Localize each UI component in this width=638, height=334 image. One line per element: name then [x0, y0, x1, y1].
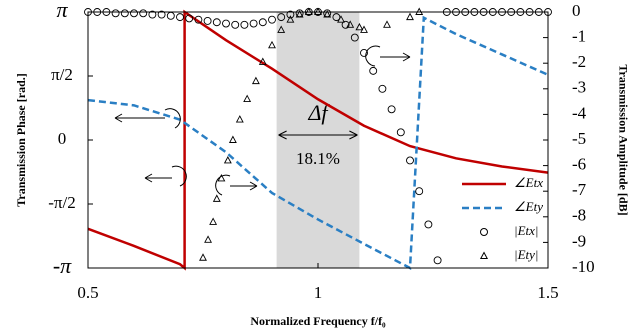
triangle-marker	[228, 135, 237, 143]
series-line	[87, 9, 549, 271]
plot-frame	[87, 11, 549, 269]
circle-marker	[258, 18, 267, 27]
indicator-circle	[171, 165, 187, 187]
triangle-marker	[204, 235, 213, 243]
circle-marker	[396, 128, 405, 137]
y2-tick-label: -5	[572, 129, 586, 148]
triangle-marker	[323, 10, 332, 18]
circle-marker	[157, 10, 166, 19]
circle-marker	[139, 9, 148, 18]
circle-marker	[130, 9, 138, 18]
triangle-marker	[223, 156, 232, 164]
triangle-marker	[258, 57, 267, 65]
circle-marker	[268, 15, 276, 24]
legend-label: ∠Ety	[514, 199, 543, 214]
indicator-arrow-head	[249, 181, 258, 191]
triangle-marker	[383, 20, 391, 28]
circle-marker	[120, 9, 129, 18]
axis-indicators	[114, 45, 411, 196]
indicator-arrow-head	[114, 113, 123, 123]
triangle-marker	[217, 173, 226, 182]
y2-tick-label: -1	[572, 27, 586, 46]
y2-tick-label: -4	[572, 103, 587, 122]
triangle-marker	[406, 12, 414, 21]
circle-marker	[176, 13, 184, 22]
triangle-marker	[337, 15, 345, 23]
circle-marker	[212, 18, 221, 27]
circle-marker	[111, 9, 120, 18]
y-tick-label: 0	[58, 129, 67, 148]
circle-marker	[424, 220, 433, 229]
triangle-marker	[286, 15, 295, 23]
triangle-marker	[199, 253, 207, 261]
y2-tick-label: -9	[572, 231, 586, 250]
x-axis-label: Normalized Frequency f/f₀	[250, 314, 386, 328]
x-tick-label: 0.5	[77, 283, 98, 302]
annotation: 18.1%	[296, 149, 340, 168]
bandwidth-arrow-head	[278, 130, 358, 140]
y2-tick-label: -8	[572, 206, 586, 225]
triangle-marker	[243, 94, 252, 102]
circle-marker	[378, 84, 387, 93]
triangle-marker	[295, 10, 304, 18]
x-tick-label: 1	[314, 283, 323, 302]
circle-marker	[286, 10, 295, 19]
circle-marker	[360, 49, 368, 57]
y-tick-label: -π	[53, 253, 72, 278]
circle-marker	[148, 10, 157, 19]
triangle-marker	[251, 76, 260, 85]
shaded-region	[276, 12, 360, 268]
circle-marker	[369, 66, 378, 75]
y-tick-label: -π/2	[48, 193, 75, 212]
circle-marker	[341, 20, 350, 29]
y2-tick-label: -10	[572, 257, 595, 276]
indicator-circle	[365, 45, 381, 67]
circle-marker	[249, 19, 258, 28]
legend-marker	[480, 228, 488, 236]
circle-marker	[185, 14, 194, 23]
triangle-marker	[360, 25, 368, 33]
series-line	[87, 15, 549, 271]
triangle-marker	[277, 25, 286, 33]
circle-marker	[194, 15, 203, 24]
circle-marker	[406, 156, 414, 165]
x-tick-label: 1.5	[537, 283, 558, 302]
y2-tick-label: -6	[572, 155, 586, 174]
circle-marker	[277, 13, 286, 22]
annotation: Δf	[307, 100, 330, 125]
indicator-circle	[164, 108, 181, 129]
y2-tick-label: 0	[572, 1, 581, 20]
indicator-arrow-head	[402, 52, 411, 62]
triangle-marker	[268, 40, 276, 49]
y-tick-label: π	[56, 0, 68, 22]
circle-marker	[415, 187, 424, 196]
indicator-arrow-head	[144, 173, 153, 183]
circle-marker	[332, 13, 341, 22]
circle-marker	[387, 105, 396, 114]
circle-marker	[231, 20, 240, 29]
circle-marker	[203, 17, 212, 25]
triangle-marker	[209, 217, 218, 225]
legend-marker	[479, 251, 489, 259]
legend-label: ∠Etx	[514, 175, 543, 190]
triangle-marker	[212, 194, 221, 202]
y2-tick-label: -3	[572, 78, 586, 97]
y-axis-label: Transmission Phase [rad.]	[14, 73, 28, 206]
circle-marker	[222, 19, 230, 28]
circle-marker	[350, 33, 359, 42]
y2-tick-label: -2	[572, 52, 586, 71]
circle-marker	[166, 11, 175, 20]
y-tick-label: π/2	[51, 65, 73, 84]
legend-label: |Ety|	[514, 247, 538, 262]
triangle-marker	[346, 20, 355, 28]
legend-label: |Etx|	[514, 223, 538, 238]
indicator-circle	[215, 174, 231, 196]
circle-marker	[433, 256, 442, 265]
triangle-marker	[235, 115, 244, 123]
y2-axis-label: Transmission Amplitude [dB]	[616, 64, 630, 215]
triangle-marker	[355, 22, 364, 31]
y2-tick-label: -7	[572, 180, 587, 199]
circle-marker	[240, 20, 249, 29]
